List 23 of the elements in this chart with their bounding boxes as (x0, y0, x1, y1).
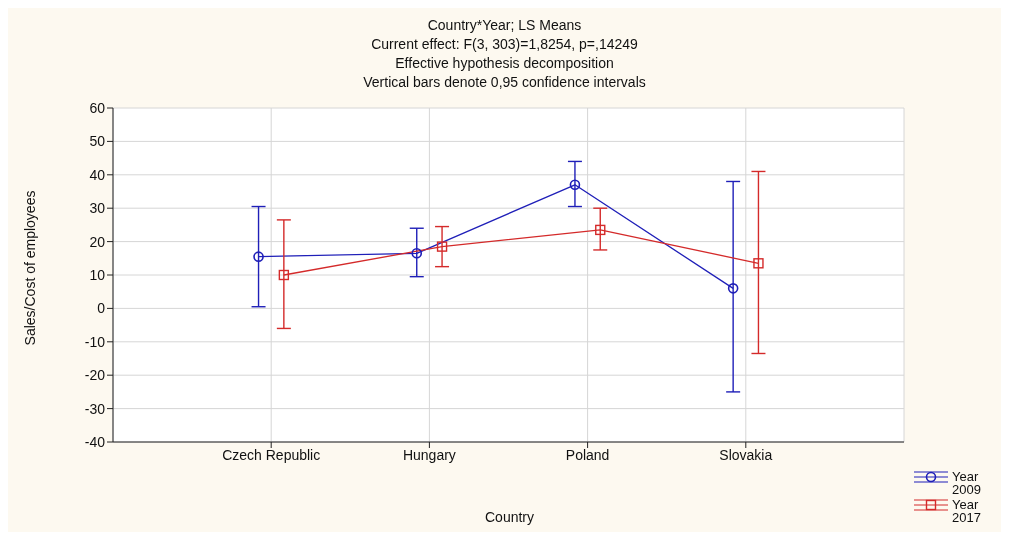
y-tick-label: 20 (89, 233, 106, 250)
y-tick-label: -10 (84, 333, 106, 350)
chart-subtitle: Current effect: F(3, 303)=1,8254, p=,14249 (370, 35, 639, 54)
y-tick-label: 10 (89, 266, 106, 283)
chart-title: Country*Year; LS Means (426, 16, 583, 35)
y-tick-label: 40 (89, 166, 106, 183)
x-axis-title: Country (484, 508, 535, 526)
x-tick-label: Slovakia (719, 446, 773, 463)
x-tick-label: Poland (565, 446, 610, 463)
text: Vertical bars denote 0,95 confidence intervals (362, 73, 647, 92)
y-tick-label: -40 (84, 433, 106, 450)
legend-label: Year 2017 (952, 497, 982, 525)
text: Effective hypothesis decomposition (394, 54, 615, 73)
y-tick-label: 60 (89, 99, 106, 116)
x-tick-label: Hungary (402, 446, 456, 463)
y-tick-label: 30 (89, 200, 106, 217)
x-tick-label: Czech Republic (222, 446, 321, 463)
y-tick-label: -20 (84, 367, 106, 384)
y-tick-label: 0 (97, 300, 106, 317)
y-axis-title: Sales/Cost of employees (22, 190, 38, 346)
y-tick-label: 50 (89, 133, 106, 150)
legend-label: Year 2009 (952, 469, 982, 497)
y-tick-label: -30 (84, 400, 106, 417)
